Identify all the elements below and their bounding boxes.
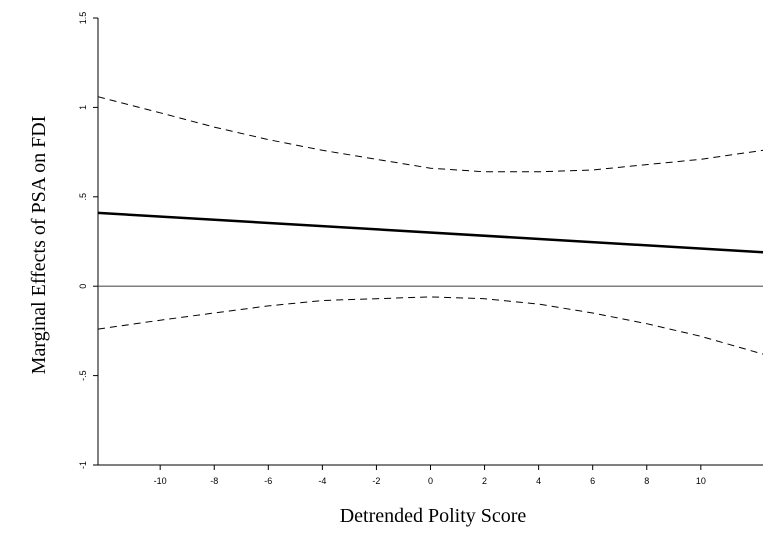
plot-ticks: -1 -.5 0 .5 1 1.5 -10 -8 -6 -4 -2 0 2 4 6 8 10 <box>78 12 706 486</box>
x-tick-label: -10 <box>154 476 167 486</box>
x-tick-label: -8 <box>210 476 218 486</box>
y-tick-label: -.5 <box>78 370 88 381</box>
y-tick-label: 0 <box>78 284 88 289</box>
x-tick-label: 2 <box>482 476 487 486</box>
y-tick-label: 1 <box>78 105 88 110</box>
x-tick-label: 10 <box>696 476 706 486</box>
lower-bound-line <box>97 296 764 355</box>
x-tick-label: 0 <box>428 476 433 486</box>
y-axis-title: Marginal Effects of PSA on FDI <box>28 116 50 375</box>
x-tick-label: 4 <box>536 476 541 486</box>
upper-bound-line <box>97 96 764 173</box>
plot-axes <box>97 18 763 466</box>
x-tick-label: -2 <box>372 476 380 486</box>
plot-series <box>97 96 764 355</box>
x-tick-label: -4 <box>318 476 326 486</box>
x-tick-label: 8 <box>644 476 649 486</box>
x-tick-label: -6 <box>264 476 272 486</box>
y-tick-label: .5 <box>78 193 88 201</box>
x-axis-title: Detrended Polity Score <box>340 505 527 527</box>
y-tick-label: 1.5 <box>78 12 88 25</box>
estimate-line <box>97 211 764 254</box>
y-tick-label: -1 <box>78 461 88 469</box>
x-tick-label: 6 <box>590 476 595 486</box>
